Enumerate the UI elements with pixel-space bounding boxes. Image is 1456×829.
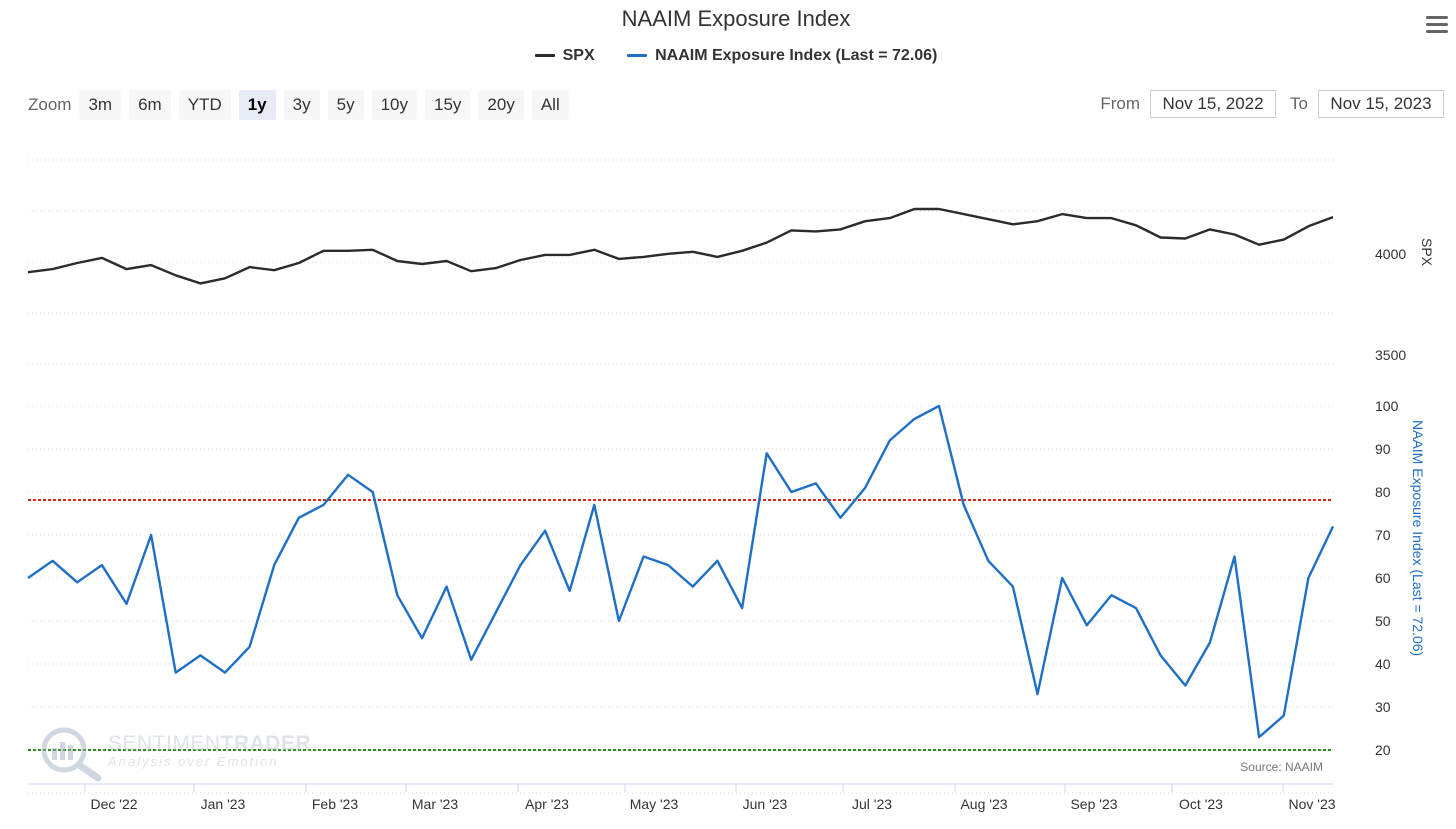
x-axis-tick-label: Nov '23 [1288,796,1335,812]
x-axis-tick-label: Sep '23 [1070,796,1117,812]
source-credit: Source: NAAIM [1240,760,1323,774]
zoom-button-15y[interactable]: 15y [425,90,471,120]
naaim-y-tick-label: 30 [1375,699,1391,715]
legend-label-naaim: NAAIM Exposure Index (Last = 72.06) [655,46,938,64]
zoom-button-3y[interactable]: 3y [283,90,320,120]
spx-series [27,207,1334,285]
to-label: To [1290,94,1308,113]
naaim-line [27,404,1335,739]
spx-line [27,207,1334,285]
zoom-button-ytd[interactable]: YTD [178,90,231,120]
spx-y-tick-label: 4000 [1375,246,1406,262]
naaim-series [27,404,1335,739]
naaim-y-tick-label: 40 [1375,656,1391,672]
zoom-label: Zoom [28,95,72,114]
zoom-button-3m[interactable]: 3m [79,90,122,120]
date-range-selector: From To [1086,90,1444,118]
naaim-y-tick-label: 50 [1375,613,1391,629]
zoom-button-10y[interactable]: 10y [371,90,417,120]
x-axis-tick-label: Mar '23 [412,796,458,812]
naaim-y-tick-label: 20 [1375,742,1391,758]
from-label: From [1100,94,1141,113]
x-axis-tick-label: Dec '22 [90,796,137,812]
hamburger-menu-icon[interactable] [1424,12,1450,38]
naaim-y-tick-label: 90 [1375,441,1391,457]
zoom-button-all[interactable]: All [531,90,569,120]
from-date-input[interactable] [1150,90,1277,118]
legend-swatch-naaim [627,54,648,57]
naaim-y-tick-label: 80 [1375,484,1391,500]
naaim-y-tick-label: 100 [1375,398,1399,414]
x-axis-tick-label: Jan '23 [201,796,246,812]
zoom-button-5y[interactable]: 5y [327,90,364,120]
zoom-button-20y[interactable]: 20y [478,90,524,120]
x-axis-tick-label: Feb '23 [312,796,358,812]
x-axis-tick-label: May '23 [630,796,679,812]
spx-axis-title: SPX [1419,238,1435,267]
legend-item-spx[interactable]: SPX [534,46,595,65]
zoom-bar: Zoom 3m 6m YTD 1y 3y 5y 10y 15y 20y All [28,90,577,120]
sentimentrader-watermark: SENTIMENTRADER Analysis over Emotion [36,726,326,782]
to-date-input[interactable] [1318,90,1444,118]
naaim-y-tick-label: 70 [1375,527,1391,543]
x-axis-tick-label: Oct '23 [1179,796,1223,812]
legend-item-naaim[interactable]: NAAIM Exposure Index (Last = 72.06) [627,47,937,65]
x-axis-tick-label: Jul '23 [852,796,892,812]
legend-label-spx: SPX [562,46,595,64]
watermark-tagline: Analysis over Emotion [108,754,279,769]
watermark-name: SENTIMENTRADER [108,732,312,755]
spx-y-tick-label: 3500 [1375,347,1406,363]
legend-swatch-spx [534,54,555,57]
x-axis-tick-label: Apr '23 [525,796,569,812]
x-axis-tick-label: Aug '23 [960,796,1007,812]
naaim-y-tick-label: 60 [1375,570,1391,586]
naaim-axis-title: NAAIM Exposure Index (Last = 72.06) [1410,420,1426,656]
zoom-button-1y[interactable]: 1y [238,90,276,120]
chart-title: NAAIM Exposure Index [621,6,851,31]
x-axis-tick-label: Jun '23 [743,796,788,812]
chart-legend: SPX NAAIM Exposure Index (Last = 72.06) [0,44,1456,65]
zoom-button-6m[interactable]: 6m [129,90,171,120]
magnifier-logo-icon [41,727,102,782]
